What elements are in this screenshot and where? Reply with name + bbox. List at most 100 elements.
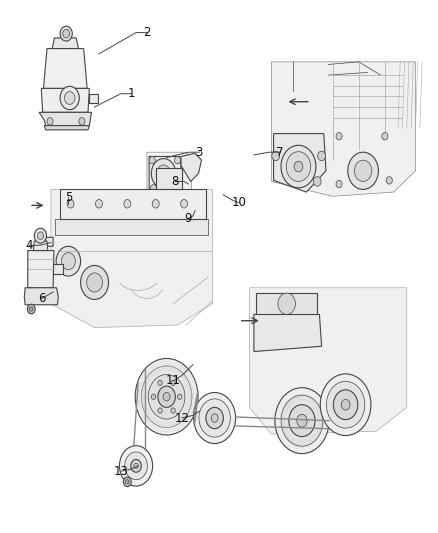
Circle shape — [333, 390, 358, 419]
Circle shape — [135, 359, 198, 435]
Polygon shape — [43, 49, 87, 88]
Text: 1: 1 — [128, 87, 135, 100]
Polygon shape — [89, 94, 98, 103]
Text: 4: 4 — [25, 239, 33, 252]
Circle shape — [149, 157, 155, 164]
Circle shape — [125, 452, 148, 480]
Circle shape — [67, 199, 74, 208]
Circle shape — [134, 463, 138, 469]
Polygon shape — [60, 189, 206, 219]
Circle shape — [148, 374, 185, 419]
Circle shape — [120, 446, 152, 486]
Circle shape — [313, 176, 321, 186]
Circle shape — [336, 133, 342, 140]
Circle shape — [60, 86, 79, 110]
Circle shape — [382, 133, 388, 140]
Circle shape — [158, 408, 162, 413]
Circle shape — [37, 232, 43, 239]
Circle shape — [141, 366, 192, 427]
Text: 9: 9 — [185, 212, 192, 225]
Circle shape — [354, 160, 372, 181]
Polygon shape — [40, 237, 53, 246]
Polygon shape — [44, 126, 89, 130]
Circle shape — [174, 184, 180, 192]
Polygon shape — [33, 241, 48, 251]
Polygon shape — [272, 62, 416, 196]
Circle shape — [47, 118, 53, 125]
Text: 5: 5 — [65, 191, 72, 204]
Circle shape — [348, 152, 378, 189]
Circle shape — [199, 399, 230, 437]
Circle shape — [126, 480, 129, 484]
Circle shape — [124, 199, 131, 208]
Circle shape — [81, 265, 109, 300]
Circle shape — [95, 199, 102, 208]
Circle shape — [275, 387, 329, 454]
Polygon shape — [53, 264, 63, 274]
Circle shape — [63, 29, 70, 38]
Polygon shape — [256, 293, 317, 314]
Text: 6: 6 — [39, 292, 46, 305]
Circle shape — [151, 159, 176, 188]
Text: 10: 10 — [231, 196, 246, 209]
Circle shape — [289, 405, 315, 437]
Circle shape — [161, 170, 166, 176]
Circle shape — [151, 394, 155, 399]
Polygon shape — [39, 112, 92, 126]
Circle shape — [56, 246, 81, 276]
Circle shape — [320, 374, 371, 435]
Circle shape — [150, 184, 156, 192]
Circle shape — [318, 151, 325, 161]
Polygon shape — [55, 219, 208, 235]
Circle shape — [297, 414, 307, 427]
Circle shape — [152, 199, 159, 208]
Circle shape — [27, 304, 35, 314]
Text: 8: 8 — [172, 175, 179, 188]
Circle shape — [158, 380, 162, 385]
Circle shape — [156, 165, 170, 182]
Circle shape — [206, 407, 223, 429]
Circle shape — [64, 92, 75, 104]
Circle shape — [124, 477, 131, 487]
Circle shape — [326, 381, 365, 428]
Circle shape — [154, 194, 162, 204]
Polygon shape — [181, 154, 201, 181]
Circle shape — [34, 228, 46, 243]
Polygon shape — [274, 134, 326, 192]
Polygon shape — [51, 189, 212, 328]
Polygon shape — [41, 88, 89, 112]
Circle shape — [278, 293, 295, 314]
Circle shape — [171, 408, 175, 413]
Circle shape — [163, 392, 170, 401]
Polygon shape — [250, 288, 407, 434]
Circle shape — [131, 459, 141, 472]
Text: 2: 2 — [143, 26, 151, 39]
Circle shape — [272, 151, 280, 161]
Polygon shape — [254, 314, 321, 352]
Polygon shape — [147, 152, 193, 208]
Circle shape — [341, 399, 350, 410]
Circle shape — [386, 176, 392, 184]
Circle shape — [286, 152, 311, 181]
Circle shape — [61, 253, 75, 270]
Circle shape — [281, 395, 323, 446]
Circle shape — [171, 380, 175, 385]
Circle shape — [87, 273, 102, 292]
Circle shape — [174, 157, 180, 164]
Circle shape — [60, 26, 72, 41]
Circle shape — [281, 146, 316, 188]
Polygon shape — [28, 251, 54, 288]
Text: 11: 11 — [166, 374, 180, 387]
Circle shape — [177, 394, 182, 399]
Circle shape — [194, 392, 236, 443]
Circle shape — [211, 414, 218, 422]
Text: 3: 3 — [196, 146, 203, 159]
Circle shape — [169, 194, 177, 204]
Text: 7: 7 — [276, 146, 284, 159]
Polygon shape — [149, 157, 181, 192]
Text: 12: 12 — [174, 411, 189, 424]
Circle shape — [158, 386, 175, 407]
Text: 13: 13 — [113, 465, 128, 478]
Polygon shape — [52, 38, 78, 49]
Circle shape — [29, 307, 33, 311]
